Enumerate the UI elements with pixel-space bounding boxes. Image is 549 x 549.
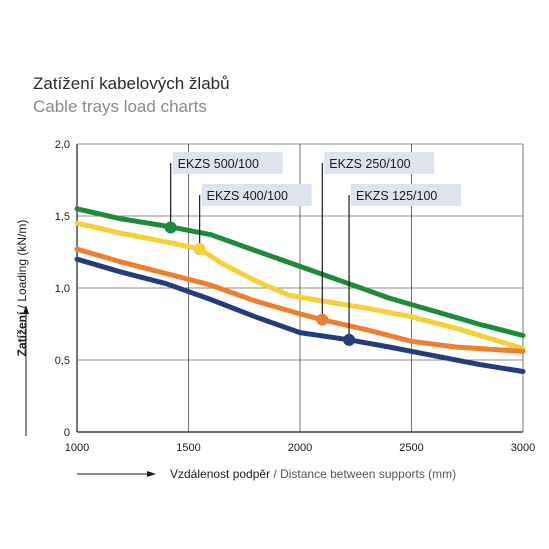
axes <box>76 144 523 433</box>
series-marker <box>343 333 356 346</box>
x-tick-label: 3000 <box>511 442 535 454</box>
x-tick-label: 1000 <box>65 442 89 454</box>
series-label: EKZS 125/100 <box>356 189 437 203</box>
series-line <box>74 256 526 374</box>
y-tick-label: 0 <box>64 427 70 439</box>
series-label-box <box>351 184 462 206</box>
tick-labels: 0 0,5 1,0 1,5 2,0 1000 1500 2000 2500 3000 <box>55 139 536 454</box>
series-label-box <box>172 152 283 174</box>
x-axis-label-cz: Vzdálenost podpěr <box>170 467 270 481</box>
series-line <box>74 246 526 354</box>
series-markers <box>164 221 356 346</box>
y-tick-label: 0,5 <box>55 355 70 367</box>
x-axis-label: Vzdálenost podpěr / Distance between sup… <box>170 467 456 481</box>
series-label: EKZS 400/100 <box>207 189 288 203</box>
chart-subtitle: Cable trays load charts <box>33 97 207 116</box>
series-line <box>74 206 526 338</box>
y-axis-label-en: / Loading (kN/m) <box>15 220 29 309</box>
x-tick-label: 1500 <box>176 442 200 454</box>
x-axis-label-en: / Distance between supports (mm) <box>273 467 456 481</box>
y-axis-label-cz: Zatížení <box>15 311 29 356</box>
series-line <box>74 220 526 351</box>
series-label-box <box>201 184 312 206</box>
series-lines <box>74 206 526 374</box>
y-axis-arrow <box>23 305 29 436</box>
series-label-box <box>324 152 435 174</box>
y-tick-label: 1,0 <box>55 283 70 295</box>
x-axis-arrow <box>77 471 156 477</box>
series-marker <box>316 313 329 326</box>
y-axis-label: Zatížení / Loading (kN/m) <box>15 220 29 357</box>
series-label: EKZS 250/100 <box>329 157 410 171</box>
y-tick-label: 2,0 <box>55 139 70 151</box>
series-marker <box>193 243 206 256</box>
chart-title: Zatížení kabelových žlabů <box>33 74 230 93</box>
callouts: EKZS 500/100 EKZS 400/100 EKZS 250/100 EKZS… <box>170 152 462 340</box>
series-marker <box>164 221 177 234</box>
x-tick-label: 2500 <box>399 442 423 454</box>
series-label: EKZS 500/100 <box>178 157 259 171</box>
y-tick-label: 1,5 <box>55 211 70 223</box>
x-tick-label: 2000 <box>288 442 312 454</box>
